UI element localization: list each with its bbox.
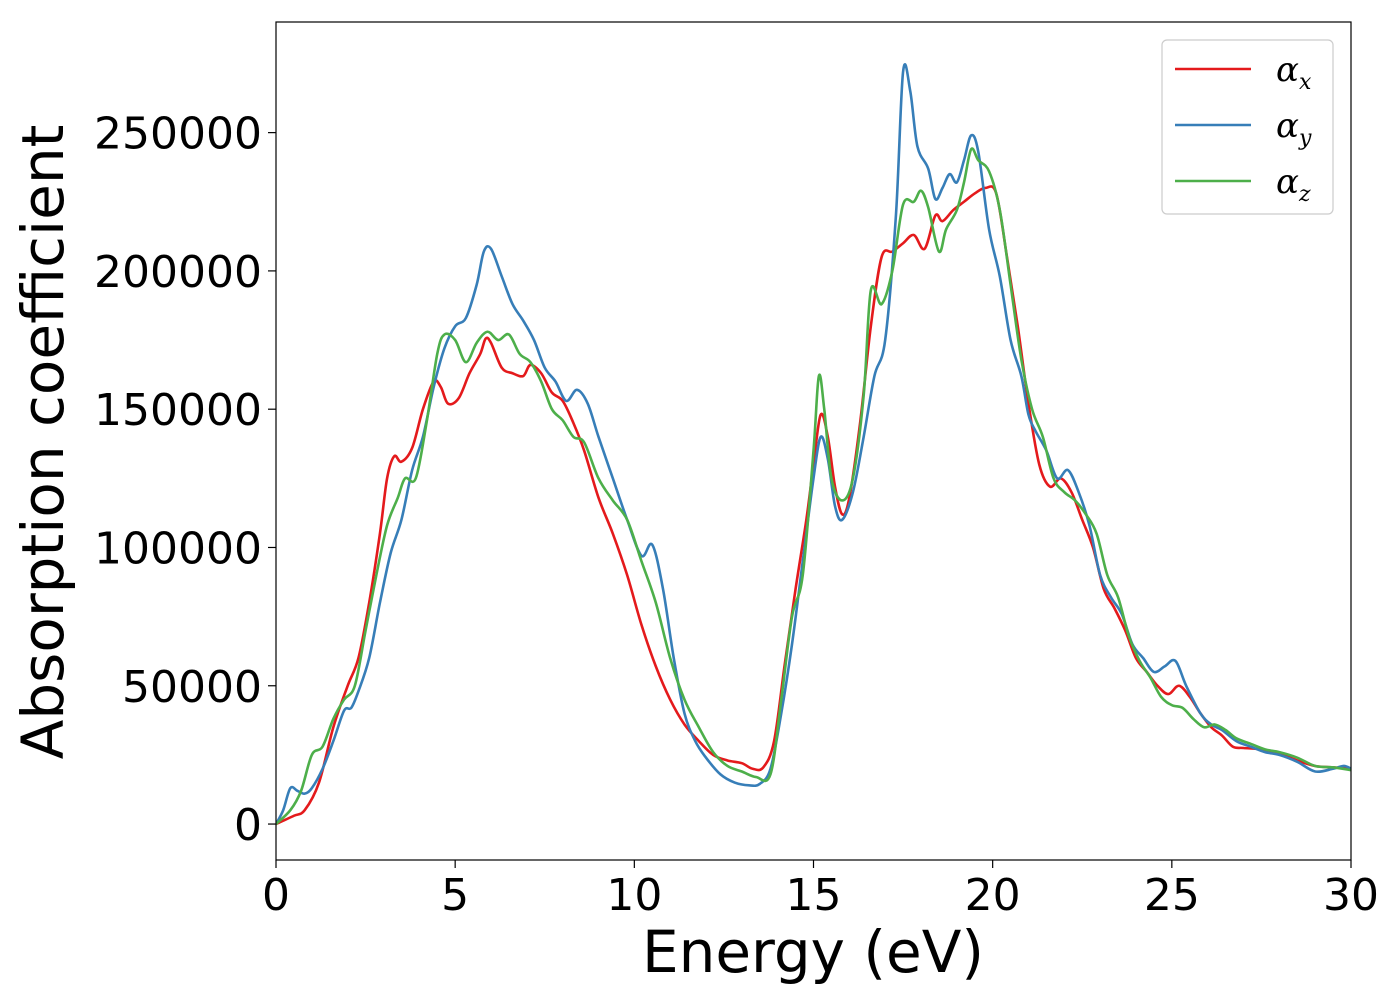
legend-symbol: α [1276, 106, 1299, 146]
series-layer [276, 63, 1351, 826]
y-tick-label: 100000 [94, 523, 262, 574]
legend-subscript: x [1299, 70, 1312, 95]
legend-symbol: α [1276, 162, 1299, 202]
legend-symbol: α [1276, 50, 1299, 90]
y-axis-label: Absorption coefficient [9, 125, 77, 760]
x-tick-label: 0 [262, 870, 290, 921]
legend-label-z: αz [1276, 162, 1311, 207]
x-tick-label: 10 [606, 870, 662, 921]
legend-box [1161, 39, 1334, 215]
series-line-z [276, 147, 1351, 826]
y-tick-label: 150000 [94, 385, 262, 436]
legend-label-y: αy [1276, 106, 1312, 151]
series-line-x [276, 185, 1351, 826]
x-axis-ticks: 0 5 10 15 20 25 30 [262, 860, 1379, 921]
legend-subscript: z [1298, 182, 1311, 207]
y-axis-ticks: 0 50000 100000 150000 200000 250000 [94, 109, 276, 851]
x-tick-label: 20 [965, 870, 1021, 921]
x-axis-label: Energy (eV) [642, 918, 984, 986]
x-tick-label: 5 [441, 870, 469, 921]
x-tick-label: 30 [1323, 870, 1379, 921]
y-tick-label: 0 [234, 800, 262, 851]
x-tick-label: 25 [1144, 870, 1200, 921]
y-tick-label: 200000 [94, 247, 262, 298]
y-tick-label: 50000 [122, 662, 262, 713]
x-tick-label: 15 [786, 870, 842, 921]
legend-label-x: αx [1276, 50, 1312, 95]
y-tick-label: 250000 [94, 109, 262, 160]
legend-subscript: y [1298, 126, 1312, 151]
